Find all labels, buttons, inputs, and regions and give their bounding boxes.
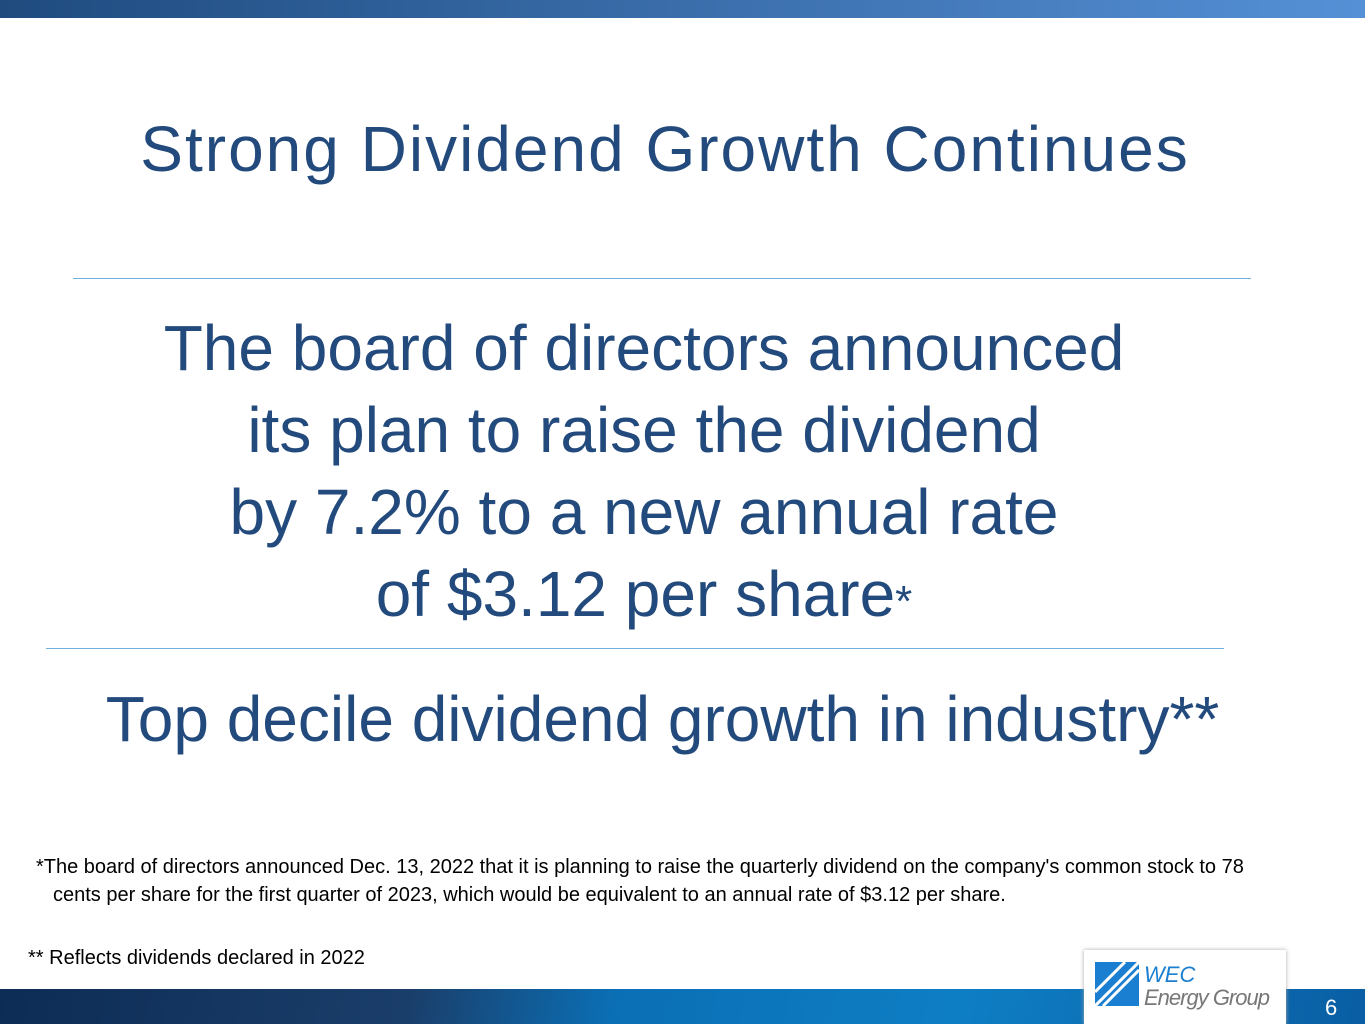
headline-line: its plan to raise the dividend [247, 394, 1041, 466]
divider [46, 648, 1224, 649]
logo-text: Energy Group [1144, 985, 1270, 1010]
logo-text: WEC [1144, 962, 1196, 987]
headline: The board of directors announced its pla… [0, 307, 1288, 643]
title: Strong Dividend Growth Continues [140, 113, 1190, 185]
page-number: 6 [1325, 995, 1338, 1020]
logo-icon [1095, 962, 1139, 1006]
headline-line: The board of directors announced [163, 312, 1125, 384]
subhead: Top decile dividend growth in industry** [105, 683, 1220, 755]
divider [73, 278, 1251, 279]
headline-line: by 7.2% to a new annual rate [229, 476, 1059, 548]
footnote: ** Reflects dividends declared in 2022 [28, 947, 365, 969]
marker: * [895, 577, 913, 626]
headline-text: of $3.12 per share [375, 558, 896, 630]
logo: WEC Energy Group [1084, 950, 1286, 1024]
top-bar [0, 0, 1365, 18]
headline-line: of $3.12 per share* [0, 553, 1288, 643]
footnote: *The board of directors announced Dec. 1… [36, 856, 1244, 906]
